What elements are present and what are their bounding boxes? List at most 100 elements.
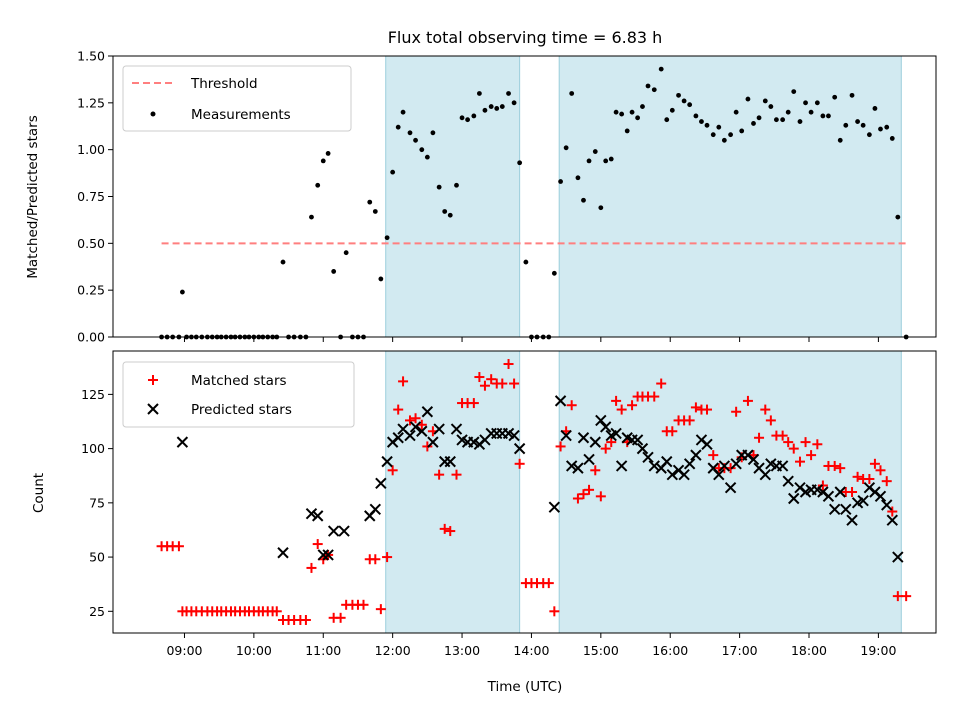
top-dot-point <box>739 128 745 134</box>
top-dot-point <box>454 182 459 188</box>
x-tick-label: 09:00 <box>166 643 202 658</box>
bottom-plus-point <box>627 400 638 411</box>
bottom-x-point <box>747 453 760 466</box>
bottom-plus-point <box>881 476 892 487</box>
bottom-y-tick-label: 75 <box>89 495 105 510</box>
top-dot-point <box>624 128 630 134</box>
x-tick-label: 18:00 <box>791 643 827 658</box>
bottom-x-point <box>718 460 731 472</box>
top-dot-point <box>315 182 321 188</box>
bottom-x-point <box>759 468 772 481</box>
bottom-shaded-interval-0 <box>385 350 521 634</box>
bottom-x-point <box>577 432 590 444</box>
bottom-plus-point <box>829 460 840 471</box>
bottom-x-point <box>690 449 702 461</box>
top-y-tick-label: 0.50 <box>77 236 105 251</box>
bottom-x-point <box>409 421 422 433</box>
bottom-x-point <box>392 432 404 444</box>
top-y-tick-label: 1.00 <box>77 142 105 157</box>
bottom-plus-point <box>875 465 886 476</box>
bottom-plus-point <box>606 437 617 448</box>
top-y-tick-label: 1.50 <box>77 49 105 64</box>
bottom-x-point <box>565 460 578 472</box>
top-dot-point <box>413 137 418 143</box>
top-dot-point <box>640 104 645 109</box>
top-dot-point <box>523 259 529 265</box>
bottom-plus-point <box>468 398 479 409</box>
legend-predicted-label: Predicted stars <box>191 402 292 418</box>
bottom-plus-point <box>503 359 514 370</box>
bottom-x-point <box>886 514 898 526</box>
top-dot-point <box>378 276 384 282</box>
bottom-plus-point <box>543 578 554 589</box>
bottom-plus-point <box>410 413 421 424</box>
top-dot-point <box>832 94 838 100</box>
bottom-plus-point <box>312 539 323 550</box>
bottom-plus-point <box>382 552 393 563</box>
top-y-tick-label: 0.00 <box>77 330 105 345</box>
top-dot-point <box>592 149 598 154</box>
top-dot-point <box>837 137 843 143</box>
top-dot-point <box>878 126 883 132</box>
top-dot-point <box>436 184 442 190</box>
top-dot-point <box>407 130 413 136</box>
bottom-plus-point <box>702 404 713 415</box>
bottom-x-point <box>317 549 329 561</box>
top-dot-point <box>699 119 704 124</box>
bottom-plus-point <box>387 465 398 476</box>
bottom-x-point <box>433 423 445 435</box>
bottom-x-point <box>322 549 334 561</box>
bottom-x-point <box>589 436 601 448</box>
top-y-tick-label: 0.75 <box>77 189 105 204</box>
bottom-plus-point <box>765 415 776 426</box>
bottom-x-point <box>828 503 841 516</box>
bottom-legend: Matched stars Predicted stars <box>122 361 355 428</box>
bottom-x-point <box>713 468 725 481</box>
bottom-plus-point <box>887 506 898 517</box>
bottom-x-point <box>444 455 456 468</box>
top-dot-point <box>459 115 465 121</box>
top-dot-point <box>558 179 563 184</box>
top-dot-point <box>476 91 482 96</box>
bottom-plus-point <box>667 426 678 437</box>
top-y-tick-label: 1.25 <box>77 95 105 110</box>
bottom-plus-point <box>271 606 282 617</box>
bottom-plus-point <box>794 456 805 467</box>
bottom-plus-point <box>806 450 817 461</box>
top-dot-point <box>517 160 523 166</box>
bottom-plus-point <box>566 400 577 411</box>
top-dot-point <box>762 98 768 104</box>
bottom-x-point <box>610 427 622 440</box>
top-dot-point <box>710 132 716 138</box>
bottom-x-point <box>666 468 679 481</box>
x-tick-label: 13:00 <box>444 643 480 658</box>
top-dot-point <box>608 156 614 162</box>
top-dot-point <box>669 107 675 113</box>
x-axis-label: Time (UTC) <box>487 679 563 695</box>
bottom-x-point <box>661 455 673 468</box>
top-dot-point <box>826 113 831 119</box>
bottom-plus-point <box>656 378 667 389</box>
bottom-plus-point <box>869 458 880 469</box>
bottom-x-point <box>327 525 340 537</box>
top-dot-point <box>482 107 488 113</box>
legend-matched-swatch <box>148 375 158 385</box>
bottom-x-point <box>782 475 794 487</box>
bottom-plus-point <box>742 395 753 406</box>
bottom-plus-point <box>864 473 875 484</box>
bottom-plus-point <box>300 614 311 625</box>
top-dot-point <box>372 209 378 214</box>
bottom-plus-point <box>731 406 742 417</box>
bottom-x-point <box>642 451 654 463</box>
top-dot-point <box>889 136 895 141</box>
legend-measurements-swatch <box>150 111 156 117</box>
top-dot-point <box>745 96 751 102</box>
bottom-plus-point <box>812 439 823 450</box>
bottom-plus-point <box>611 395 622 406</box>
bottom-x-point <box>857 494 869 507</box>
bottom-plus-point <box>578 489 589 500</box>
top-dot-point <box>390 169 396 175</box>
top-dot-point <box>658 66 664 72</box>
top-dot-point <box>664 117 670 123</box>
